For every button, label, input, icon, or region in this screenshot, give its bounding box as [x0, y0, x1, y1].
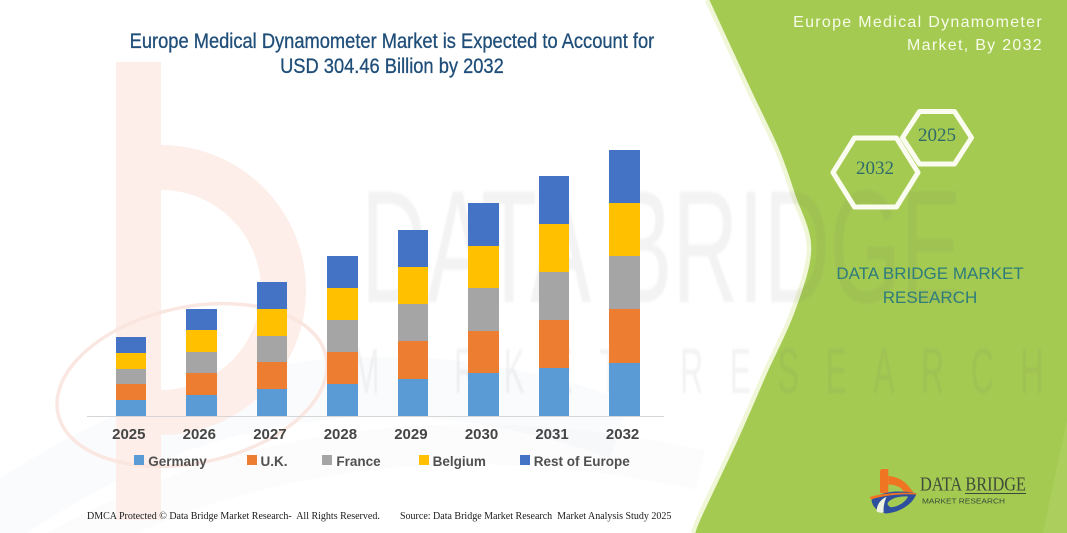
svg-text:MARKET RESEARCH: MARKET RESEARCH	[922, 499, 1005, 506]
svg-text:DATA BRIDGE: DATA BRIDGE	[920, 474, 1026, 496]
